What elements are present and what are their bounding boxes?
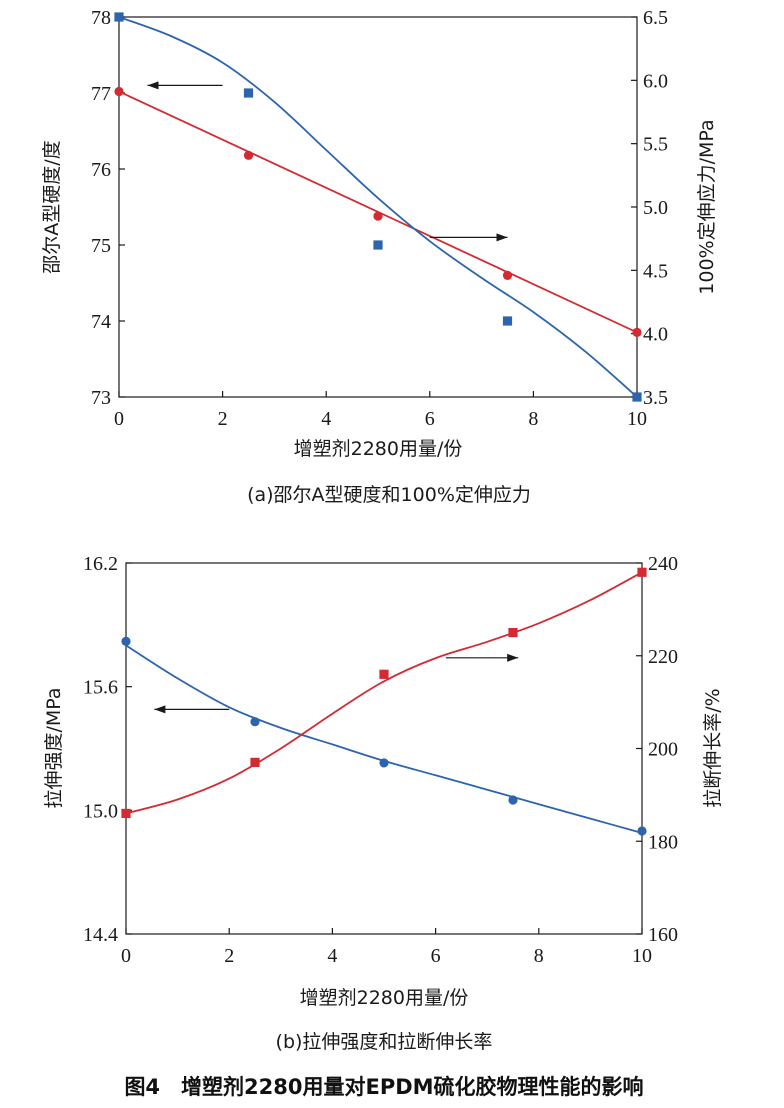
y-left-tick-label: 14.4 <box>83 924 118 946</box>
y-left-tick-label: 78 <box>91 7 111 29</box>
series-0-point <box>114 86 124 97</box>
y-right-tick-label: 5.0 <box>643 197 668 219</box>
y-left-tick-label: 76 <box>91 159 111 181</box>
x-tick-label: 6 <box>431 945 441 967</box>
y-right-tick-label: 4.5 <box>643 260 668 282</box>
y-right-tick-label: 6.0 <box>643 70 668 92</box>
y-right-tick-label: 200 <box>648 739 678 761</box>
y-right-tick-label: 220 <box>648 646 678 668</box>
series-1-fit-line <box>118 16 638 398</box>
chart-a-ticks: 0 2 4 6 8 10 73 74 75 76 77 78 3.5 4.0 4.5 5.0 5.5 6.0 6.5 <box>91 7 668 430</box>
y-right-tick-label: 4.0 <box>643 324 668 346</box>
series-1-fit-line <box>125 571 643 815</box>
series-1-point <box>379 669 389 679</box>
series-0-point <box>373 211 383 221</box>
series-1-point <box>502 316 513 326</box>
y-right-tick-label: 3.5 <box>643 387 668 409</box>
y-left-tick-label: 15.0 <box>83 800 118 822</box>
x-tick-label: 8 <box>528 408 538 430</box>
x-tick-label: 8 <box>534 945 544 967</box>
chart-b-ticks: 0 2 4 6 8 10 14.4 15.0 15.6 16.2 160 180 200 220 240 <box>83 553 678 967</box>
chart-a-xlabel: 增塑剂2280用量/份 <box>294 438 463 460</box>
y-right-tick-label: 6.5 <box>643 7 668 29</box>
y-right-tick-label: 180 <box>648 831 678 853</box>
chart-b-caption: (b)拉伸强度和拉断伸长率 <box>276 1031 493 1053</box>
series-0-point <box>250 717 260 727</box>
series-1-point <box>121 808 131 819</box>
chart-a-caption: (a)邵尔A型硬度和100%定伸应力 <box>247 484 531 506</box>
series-1-point <box>632 392 642 402</box>
y-left-tick-label: 74 <box>91 311 111 333</box>
y-left-tick-label: 77 <box>91 83 111 105</box>
annotation-arrowhead <box>147 81 159 90</box>
series-1-point <box>243 88 254 98</box>
x-tick-label: 6 <box>425 408 435 430</box>
x-tick-label: 10 <box>632 945 652 967</box>
annotation-arrowhead <box>507 653 519 662</box>
chart-b-plot-frame <box>125 562 643 935</box>
chart-a-plot-frame <box>118 16 638 398</box>
series-0-point <box>379 758 389 768</box>
y-left-tick-label: 15.6 <box>83 677 118 699</box>
x-tick-label: 4 <box>321 408 331 430</box>
series-0-point <box>243 150 254 160</box>
series-1-point <box>373 240 383 250</box>
y-left-tick-label: 73 <box>91 387 111 409</box>
y-left-tick-label: 16.2 <box>83 553 118 575</box>
chart-b-ylabel-left: 拉伸强度/MPa <box>43 687 65 808</box>
x-tick-label: 10 <box>627 408 647 430</box>
series-0-point <box>637 826 647 836</box>
chart-b-xlabel: 增塑剂2280用量/份 <box>300 987 469 1009</box>
chart-b-plot-area <box>121 567 647 836</box>
x-tick-label: 2 <box>224 945 234 967</box>
y-right-tick-label: 160 <box>648 924 678 946</box>
y-right-tick-label: 5.5 <box>643 134 668 156</box>
series-0-point <box>121 636 131 646</box>
chart-a-ylabel-right: 100%定伸应力/MPa <box>696 119 718 294</box>
chart-b-ylabel-right: 拉断伸长率/% <box>702 688 724 807</box>
annotation-arrowhead <box>154 705 166 714</box>
series-1-point <box>508 627 518 638</box>
series-1-point <box>637 567 647 577</box>
chart-b: 0 2 4 6 8 10 14.4 15.0 15.6 16.2 160 180 200 220 240 拉… <box>43 553 724 1053</box>
x-tick-label: 4 <box>327 945 337 967</box>
series-0-point <box>508 795 518 805</box>
x-tick-label: 0 <box>121 945 131 967</box>
y-left-tick-label: 75 <box>91 235 111 257</box>
chart-a-plot-area <box>114 12 642 402</box>
series-1-point <box>114 12 124 22</box>
chart-a-ylabel-left: 邵尔A型硬度/度 <box>41 140 63 273</box>
series-0-point <box>502 270 513 280</box>
series-1-point <box>250 757 260 768</box>
series-0-point <box>632 327 642 337</box>
annotation-arrowhead <box>496 233 508 242</box>
chart-a: 0 2 4 6 8 10 73 74 75 76 77 78 3.5 4.0 4.5 5.0 5.5 6.0 6.5… <box>41 7 718 506</box>
x-tick-label: 0 <box>114 408 124 430</box>
x-tick-label: 2 <box>218 408 228 430</box>
figure-title: 图4 增塑剂2280用量对EPDM硫化胶物理性能的影响 <box>124 1075 643 1099</box>
y-right-tick-label: 240 <box>648 553 678 575</box>
